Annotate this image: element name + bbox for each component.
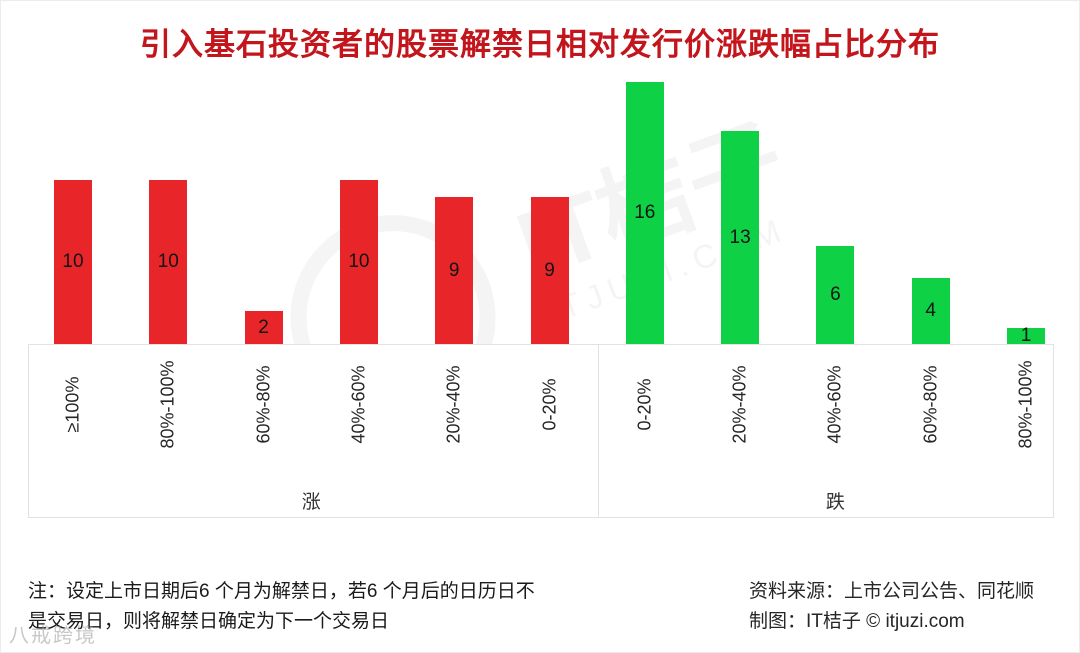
category-label: 80%-100% bbox=[1015, 360, 1036, 449]
group-divider-line bbox=[598, 345, 600, 517]
footnote-line-2: 是交易日，则将解禁日确定为下一个交易日 bbox=[28, 611, 390, 632]
bar-涨-0-20%: 9 bbox=[530, 197, 569, 344]
bar-value-label: 9 bbox=[544, 259, 555, 281]
bar-跌-0-20%: 16 bbox=[625, 82, 664, 344]
bar-跌-40%-60%: 6 bbox=[816, 246, 855, 344]
bar-跌-60%-80%: 4 bbox=[911, 278, 950, 344]
chart-title: 引入基石投资者的股票解禁日相对发行价涨跌幅占比分布 bbox=[140, 27, 940, 62]
bar-value-label: 10 bbox=[157, 251, 179, 272]
bar-value-label: 6 bbox=[830, 284, 841, 305]
category-label: 60%-80% bbox=[920, 365, 941, 444]
bar-跌-80%-100%: 1 bbox=[1007, 325, 1045, 346]
source-line-1: 资料来源：上市公司公告、同花顺 bbox=[749, 581, 1035, 602]
bar-value-label: 9 bbox=[448, 259, 460, 281]
bar-value-label: 10 bbox=[348, 251, 370, 272]
category-label: 20%-40% bbox=[729, 365, 750, 444]
category-label: 40%-60% bbox=[348, 365, 369, 444]
category-label: 80%-100% bbox=[157, 360, 178, 449]
footnote-line-1: 注：设定上市日期后6 个月为解禁日，若6 个月后的日历日不 bbox=[28, 581, 535, 602]
bar-value-label: 2 bbox=[258, 316, 269, 338]
bar-涨-80%-100%: 10 bbox=[149, 180, 188, 344]
category-label: 40%-60% bbox=[824, 365, 845, 444]
bar-value-label: 1 bbox=[1020, 325, 1032, 346]
group-label-跌: 跌 bbox=[825, 492, 845, 513]
category-label: 60%-80% bbox=[253, 365, 274, 444]
category-label: ≥100% bbox=[62, 376, 83, 433]
bar-涨-20%-40%: 9 bbox=[435, 197, 474, 344]
bar-跌-20%-40%: 13 bbox=[721, 131, 760, 344]
bar-value-label: 10 bbox=[62, 251, 84, 272]
bar-涨-60%-80%: 2 bbox=[244, 311, 283, 344]
bar-value-label: 4 bbox=[925, 300, 936, 321]
category-label: 20%-40% bbox=[443, 365, 464, 444]
bar-涨-40%-60%: 10 bbox=[339, 180, 378, 344]
source-credit: 资料来源：上市公司公告、同花顺 制图：IT桔子 © itjuzi.com bbox=[749, 577, 1034, 637]
bar-涨-≥100%: 10 bbox=[54, 180, 92, 344]
footnote: 注：设定上市日期后6 个月为解禁日，若6 个月后的日历日不 是交易日，则将解禁日… bbox=[28, 577, 535, 637]
source-line-2: 制图：IT桔子 © itjuzi.com bbox=[749, 611, 965, 632]
axis-label-panel bbox=[28, 344, 1054, 518]
group-label-涨: 涨 bbox=[301, 492, 321, 513]
category-label: 0-20% bbox=[539, 378, 559, 431]
bottom-left-watermark: 八戒跨境 bbox=[9, 625, 97, 647]
bar-value-label: 16 bbox=[634, 202, 656, 223]
bar-value-label: 13 bbox=[729, 226, 751, 248]
category-label: 0-20% bbox=[634, 378, 655, 431]
